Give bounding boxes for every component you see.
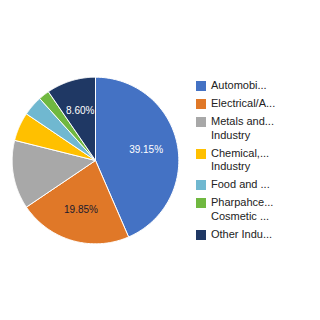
html-text:Automobi...: Automobi... [211, 79, 267, 92]
svg-text:19.85%: 19.85% [64, 204, 98, 215]
html-text:Chemical,... Industry: Chemical,... Industry [211, 146, 270, 172]
html-text:Pharpahce... Cosmetic ...: Pharpahce... Cosmetic ... [211, 196, 274, 222]
svg-text:39.15%: 39.15% [129, 144, 163, 155]
html-text:Metals and... Industry: Metals and... Industry [211, 115, 274, 141]
svg-text:8.60%: 8.60% [66, 105, 94, 116]
html-text:Food and ...: Food and ... [211, 178, 270, 191]
html-text:Electrical/A...: Electrical/A... [211, 97, 276, 110]
html-text:Other Indu...: Other Indu... [211, 227, 273, 240]
